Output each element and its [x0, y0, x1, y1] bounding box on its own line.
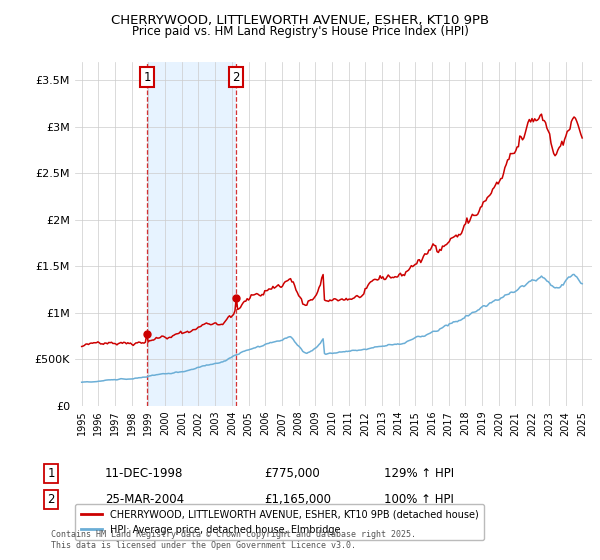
Text: 1: 1	[47, 466, 55, 480]
Text: 2: 2	[47, 493, 55, 506]
Text: Price paid vs. HM Land Registry's House Price Index (HPI): Price paid vs. HM Land Registry's House …	[131, 25, 469, 39]
Text: This data is licensed under the Open Government Licence v3.0.: This data is licensed under the Open Gov…	[51, 541, 356, 550]
Text: 129% ↑ HPI: 129% ↑ HPI	[384, 466, 454, 480]
Text: 2: 2	[232, 71, 239, 83]
Text: 11-DEC-1998: 11-DEC-1998	[105, 466, 184, 480]
Text: 25-MAR-2004: 25-MAR-2004	[105, 493, 184, 506]
Legend: CHERRYWOOD, LITTLEWORTH AVENUE, ESHER, KT10 9PB (detached house), HPI: Average p: CHERRYWOOD, LITTLEWORTH AVENUE, ESHER, K…	[74, 504, 484, 540]
Text: 1: 1	[143, 71, 151, 83]
Text: Contains HM Land Registry data © Crown copyright and database right 2025.: Contains HM Land Registry data © Crown c…	[51, 530, 416, 539]
Text: 100% ↑ HPI: 100% ↑ HPI	[384, 493, 454, 506]
Text: £1,165,000: £1,165,000	[264, 493, 331, 506]
Bar	[148, 62, 236, 406]
Text: CHERRYWOOD, LITTLEWORTH AVENUE, ESHER, KT10 9PB: CHERRYWOOD, LITTLEWORTH AVENUE, ESHER, K…	[111, 14, 489, 27]
Text: £775,000: £775,000	[264, 466, 320, 480]
